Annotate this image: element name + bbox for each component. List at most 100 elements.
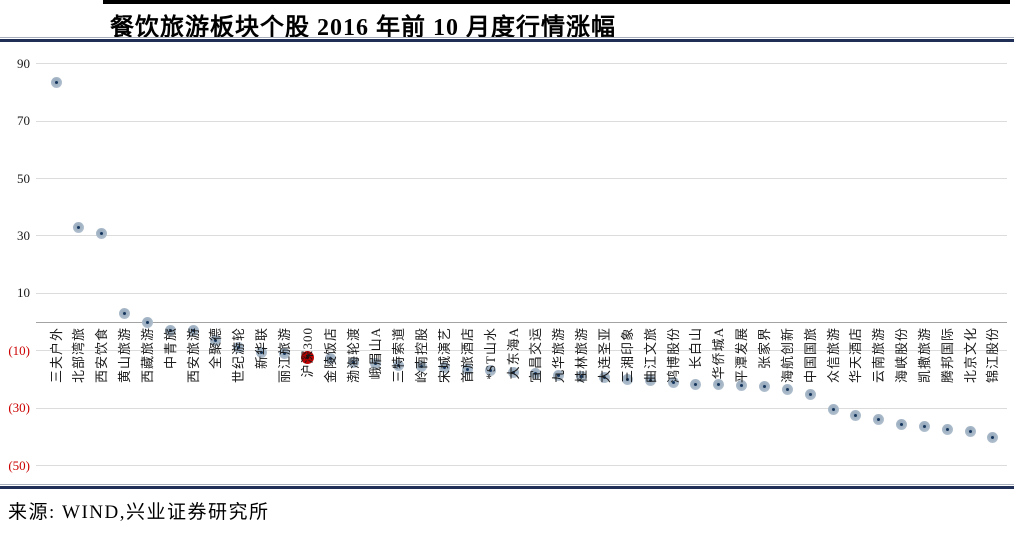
marker-center-dot (762, 384, 766, 388)
marker-center-dot (237, 346, 241, 350)
marker-center-dot (785, 387, 789, 391)
x-axis-label: 中国国旅 (802, 327, 818, 384)
data-point-marker (73, 221, 85, 233)
x-axis-label: 云南旅游 (871, 327, 887, 384)
gridline (36, 465, 1007, 466)
y-tick-label: 70 (17, 113, 30, 129)
marker-center-dot (397, 363, 401, 367)
y-tick-label: (50) (8, 457, 30, 473)
x-axis-label: 岭南控股 (414, 327, 430, 384)
x-axis-label: 众信旅游 (825, 327, 841, 384)
x-axis-label: 华侨城A (711, 327, 727, 380)
gridline (36, 120, 1007, 122)
y-tick-label: 90 (17, 55, 30, 71)
marker-center-dot (511, 370, 515, 374)
x-axis-label: 中青旅 (162, 327, 178, 370)
y-tick-label: 30 (17, 227, 30, 243)
data-point-marker (713, 379, 725, 391)
data-point-marker (804, 389, 816, 401)
x-axis-label: 桂林旅游 (574, 327, 590, 384)
data-point-marker (507, 366, 519, 378)
data-point-marker (439, 362, 450, 374)
marker-center-dot (328, 356, 332, 360)
data-point-marker (461, 363, 473, 375)
x-axis-label: 锦江股份 (985, 327, 1001, 384)
marker-center-dot (877, 418, 881, 422)
data-point-marker (233, 342, 245, 354)
marker-center-dot (54, 80, 58, 84)
data-point-marker (256, 347, 268, 359)
x-axis-label: 西安旅游 (185, 327, 201, 384)
data-point-marker (827, 404, 839, 416)
marker-center-dot (671, 380, 675, 384)
x-axis-label: 平潭发展 (734, 327, 750, 384)
marker-center-dot (602, 376, 606, 380)
header-divider-thick (0, 39, 1014, 42)
marker-center-dot (351, 360, 355, 364)
marker-center-dot (740, 383, 744, 387)
marker-center-dot (717, 383, 721, 387)
x-axis-label: 金陵饭店 (322, 327, 338, 384)
marker-center-dot (443, 366, 446, 370)
data-point-marker (164, 324, 176, 336)
data-point-marker (873, 414, 885, 426)
data-point-marker (119, 307, 131, 319)
data-point-marker-highlight (300, 350, 314, 364)
marker-center-dot (191, 329, 195, 333)
y-tick-label: (10) (8, 342, 30, 358)
data-point-marker (210, 334, 222, 346)
data-point-marker (416, 360, 428, 372)
x-axis-label: 海航创新 (779, 327, 795, 384)
x-axis-label: 三湘印象 (619, 327, 635, 384)
marker-center-dot (968, 430, 972, 434)
x-axis-label: 海峡股份 (894, 327, 910, 384)
data-point-marker (50, 76, 62, 88)
x-axis-label: 丽江旅游 (277, 327, 293, 384)
x-axis-label: 九华旅游 (551, 327, 567, 384)
data-point-marker (553, 369, 565, 381)
source-attribution: 来源: WIND,兴业证券研究所 (8, 502, 270, 523)
x-axis-label: 大东海A (505, 327, 521, 380)
gridline (36, 178, 1007, 179)
marker-center-dot (808, 393, 812, 397)
marker-center-dot (854, 413, 858, 417)
marker-center-dot (900, 423, 904, 427)
x-axis-label: 三特索道 (391, 327, 407, 384)
data-point-marker (96, 227, 108, 239)
x-axis-label: 新华联 (254, 327, 270, 370)
data-point-marker (621, 373, 633, 385)
x-axis-line (36, 322, 1007, 323)
y-tick-label: 10 (17, 285, 30, 301)
marker-center-dot (625, 377, 629, 381)
x-axis-label: 华天酒店 (848, 327, 864, 384)
title-top-rule (103, 0, 1010, 4)
header-divider-thin (0, 37, 1014, 38)
x-axis-label: 三夫户外 (48, 327, 64, 384)
data-point-marker (324, 352, 336, 364)
data-point-marker (370, 357, 382, 369)
x-axis-label: 张家界 (756, 327, 772, 370)
plot-area: 90 70 50 30 10 (10) (30) (50) 三夫户外 北部湾旅 西安饮食 黄山旅游 西藏… (8, 55, 1007, 473)
x-axis-label: 鸿博股份 (665, 327, 681, 384)
marker-center-dot (260, 351, 264, 355)
x-axis-label: 沪深300 (299, 327, 315, 378)
x-axis-label: 西藏旅游 (139, 327, 155, 384)
data-point-marker (964, 426, 976, 438)
x-axis-label: 首旅酒店 (459, 327, 475, 384)
x-axis-label: 黄山旅游 (117, 327, 133, 384)
x-axis-label: 凯撒旅游 (916, 327, 932, 384)
gridline (36, 407, 1007, 409)
data-point-marker (484, 365, 496, 377)
marker-center-dot (214, 338, 218, 342)
x-axis-label: 宋城演艺 (437, 327, 452, 384)
gridline (36, 235, 1007, 237)
data-point-marker (850, 409, 862, 421)
data-point-marker (758, 380, 770, 392)
x-axis-label: 曲江文旅 (642, 327, 658, 384)
x-axis-label: 腾邦国际 (939, 327, 955, 384)
gridline (36, 292, 1007, 294)
data-point-marker (347, 356, 359, 368)
marker-center-dot (374, 361, 378, 365)
data-point-marker (690, 378, 702, 390)
